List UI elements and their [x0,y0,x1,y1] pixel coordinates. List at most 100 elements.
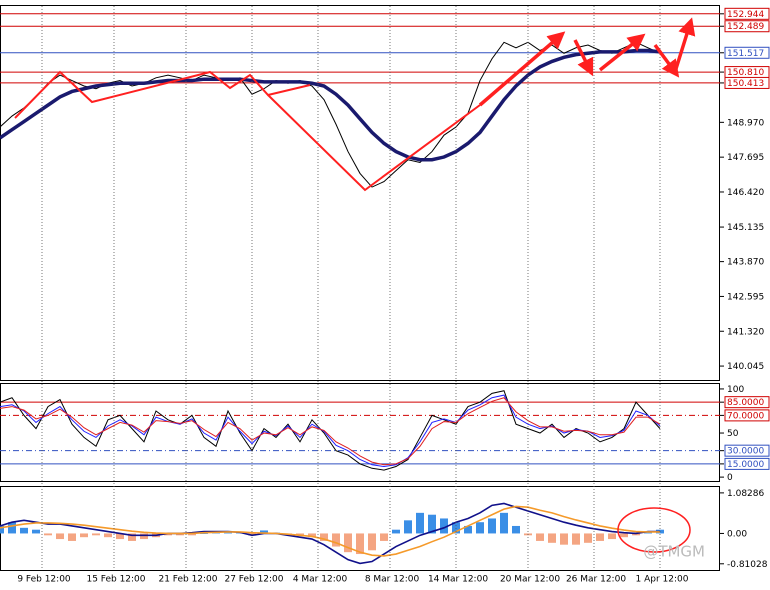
x-tick-label: 26 Mar 12:00 [566,575,626,585]
histogram-bar [140,533,148,540]
level-label-box [724,76,770,89]
y-tick-label: 30.0000 [727,447,764,457]
y-tick-label: 146.420 [727,188,764,198]
y-tick-label: 140.045 [727,362,764,372]
series-line [0,397,661,466]
y-tick-label: -0.81028 [727,560,768,570]
y-tick-label: 15.0000 [727,460,764,470]
histogram-bar [56,533,64,540]
arrow [598,33,646,72]
histogram-bar [584,533,592,543]
histogram-bar [20,527,28,534]
level-label-box [724,396,770,409]
annotations [14,17,696,553]
x-tick-label: 1 Apr 12:00 [636,575,689,585]
arrow [573,39,594,77]
y-tick-label: 152.944 [727,10,764,20]
x-tick-label: 27 Feb 12:00 [224,575,283,585]
series-line [0,502,660,565]
histogram-bar [596,533,604,541]
level-label-box [724,409,770,422]
y-tick-label: 150.810 [727,68,764,78]
zigzag [267,94,481,192]
histogram-bar [104,533,112,538]
price-panel [0,5,720,381]
histogram-bar [488,518,496,534]
histogram-bar [0,525,4,534]
histogram-bar [632,533,640,536]
histogram-bar [608,533,616,540]
highlight-circle [617,507,691,553]
histogram-bar [416,512,424,534]
y-tick-label: 85.0000 [727,398,764,408]
y-tick-label: 151.517 [727,49,764,59]
y-tick-label: 145.135 [727,223,764,233]
x-tick-label: 4 Mar 12:00 [293,575,348,585]
y-tick-label: 0.00 [727,529,747,539]
histogram-bar [44,533,52,536]
watermark: @TMGM [643,543,705,561]
histogram-bar [80,533,88,538]
arrow [653,43,680,78]
zigzag [14,70,311,119]
histogram-bar [296,533,304,536]
y-tick-label: 147.695 [727,153,764,163]
level-label-box [724,20,770,33]
histogram-bar [8,522,16,534]
histogram-bar [548,533,556,543]
histogram-bar [500,512,508,534]
histogram-bar [176,533,184,536]
level-label-box [724,444,770,457]
histogram-bar [92,533,100,536]
x-tick-label: 21 Feb 12:00 [158,575,217,585]
histogram-bar [464,525,472,534]
histogram-bar [200,533,208,534]
histogram-bar [392,529,400,534]
x-tick-label: 8 Mar 12:00 [365,575,420,585]
histogram-bar [572,533,580,545]
histogram-bar [116,533,124,540]
histogram-bar [128,533,136,541]
y-tick-label: 148.970 [727,118,764,128]
histogram-bar [260,530,268,534]
histogram-bar [32,529,40,534]
y-tick-label: 142.595 [727,292,764,302]
x-tick-label: 15 Feb 12:00 [86,575,145,585]
histogram-bar [380,533,388,541]
histogram-bar [356,533,364,555]
y-tick-label: 150.413 [727,79,764,89]
level-label-box [724,457,770,470]
histogram-bar [320,533,328,541]
y-tick-label: 0 [727,473,733,483]
y-tick-label: 70.0000 [727,411,764,421]
histogram-bar [344,533,352,553]
histogram-bar [404,520,412,534]
histogram-bar [512,525,520,534]
level-label-box [724,46,770,59]
y-tick-label: 50 [727,429,739,439]
macd-panel [0,486,720,571]
histogram-bar [620,533,628,538]
histogram-bar [368,533,376,551]
series-line [0,390,661,471]
arrow [673,17,696,73]
histogram-bar [68,533,76,541]
y-tick-label: 141.320 [727,327,764,337]
x-tick-label: 14 Mar 12:00 [428,575,488,585]
stochastic-panel [0,383,720,482]
histogram-bar [332,533,340,547]
histogram-bar [188,533,196,536]
level-label-box [724,7,770,20]
y-tick-label: 152.489 [727,22,764,32]
series-line [0,48,661,162]
y-tick-label: 100 [727,385,744,395]
histogram-bar [164,533,172,536]
histogram-bar [428,514,436,534]
histogram-bar [308,533,316,538]
histogram-bar [560,533,568,545]
histogram-bar [476,522,484,534]
histogram-bar [452,522,460,534]
y-tick-label: 143.870 [727,258,764,268]
